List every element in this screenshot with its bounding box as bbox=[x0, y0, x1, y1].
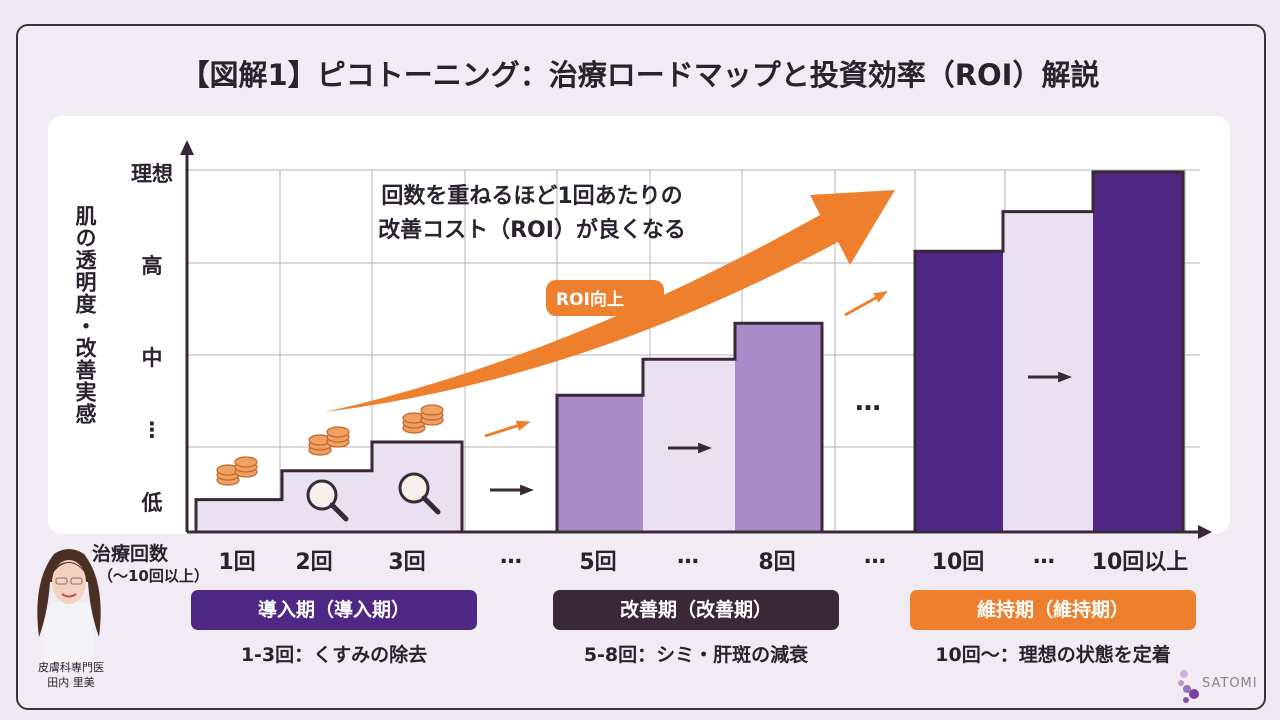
arrowhead-icon bbox=[698, 442, 712, 454]
x-tick-label: 1回 bbox=[218, 550, 256, 575]
brand-logo: SATOMI bbox=[1176, 668, 1272, 708]
trend-arrow-icon bbox=[484, 422, 524, 438]
x-axis-arrow-icon bbox=[1198, 525, 1212, 539]
step-outline bbox=[913, 170, 1185, 532]
step-bar bbox=[735, 323, 822, 532]
doctor-avatar bbox=[37, 549, 101, 662]
x-tick-label: … bbox=[500, 544, 522, 569]
step-bar bbox=[1093, 172, 1183, 532]
magnifier-handle bbox=[329, 502, 349, 522]
phase-maintain-badge: 維持期（維持期） bbox=[910, 590, 1196, 630]
magnifier-handle bbox=[421, 495, 441, 515]
step-bar bbox=[557, 395, 643, 532]
roi-label-bg bbox=[546, 280, 664, 316]
x-tick-label: 3回 bbox=[388, 550, 426, 575]
magnifier-icon bbox=[306, 479, 338, 511]
coin-icon bbox=[326, 426, 350, 438]
coin-icon bbox=[420, 404, 444, 416]
y-tick-label: 低 bbox=[141, 491, 163, 515]
roi-arrow-label: ROI向上 bbox=[556, 290, 624, 310]
y-tick-label: 中 bbox=[141, 346, 163, 370]
doctor-title: 皮膚科専門医 bbox=[38, 661, 104, 674]
x-axis-title-main: 治療回数 bbox=[92, 543, 169, 565]
y-axis-title: 肌の透明度・改善実感 bbox=[73, 205, 97, 425]
doctor-caption: 皮膚科専門医 田内 里美 bbox=[24, 660, 118, 690]
logo-dots-icon bbox=[1178, 670, 1199, 703]
arrowhead-icon bbox=[1058, 371, 1072, 383]
x-tick-label: 10回以上 bbox=[1091, 550, 1189, 575]
x-tick-label: … bbox=[1033, 544, 1055, 569]
page-title: 【図解1】ピコトーニング：治療ロードマップと投資効率（ROI）解説 bbox=[180, 58, 1100, 92]
magnifier-icon bbox=[398, 472, 430, 504]
arrowhead-icon bbox=[873, 291, 888, 303]
y-tick-label: 高 bbox=[141, 254, 163, 278]
x-tick-label: 2回 bbox=[295, 550, 333, 575]
trend-arrow-icon bbox=[844, 293, 882, 317]
phase-improve-badge: 改善期（改善期） bbox=[553, 590, 839, 630]
phase-intro-badge: 導入期（導入期） bbox=[191, 590, 477, 630]
phase-improve-desc: 5-8回：シミ・肝斑の減衰 bbox=[583, 644, 809, 666]
step-bar bbox=[915, 251, 1003, 532]
x-axis-title-sub: （〜10回以上） bbox=[98, 567, 209, 585]
annotation-line-1: 回数を重ねるほど1回あたりの bbox=[381, 184, 683, 209]
roi-arrow-icon bbox=[325, 190, 895, 412]
step-outline bbox=[194, 440, 464, 532]
y-axis-arrow-icon bbox=[180, 140, 194, 155]
y-tick-label: ⋮ bbox=[141, 418, 163, 442]
phase-maintain-desc: 10回〜：理想の状態を定着 bbox=[935, 644, 1171, 666]
coin-icon bbox=[234, 456, 258, 468]
arrowhead-icon bbox=[515, 420, 531, 431]
ellipsis-marker: … bbox=[855, 387, 881, 417]
annotation-line-2: 改善コスト（ROI）が良くなる bbox=[378, 218, 686, 243]
x-tick-label: 10回 bbox=[931, 550, 985, 575]
step-outline bbox=[555, 321, 824, 532]
roi-annotation: 回数を重ねるほど1回あたりの 改善コスト（ROI）が良くなる bbox=[352, 180, 712, 248]
doctor-name: 田内 里美 bbox=[47, 676, 95, 689]
x-tick-label: 5回 bbox=[579, 550, 617, 575]
x-tick-label: 8回 bbox=[758, 550, 796, 575]
step-bar bbox=[643, 359, 735, 532]
phase-intro-desc: 1-3回：くすみの除去 bbox=[240, 644, 428, 666]
step-bar bbox=[1003, 211, 1093, 532]
x-tick-label: … bbox=[677, 544, 699, 569]
step-bar bbox=[196, 499, 282, 532]
x-tick-label: … bbox=[864, 544, 886, 569]
x-axis-title: 治療回数 （〜10回以上） bbox=[92, 543, 209, 587]
arrowhead-icon bbox=[520, 484, 534, 496]
brand-name: SATOMI bbox=[1202, 676, 1258, 691]
y-tick-label: 理想 bbox=[131, 162, 173, 186]
